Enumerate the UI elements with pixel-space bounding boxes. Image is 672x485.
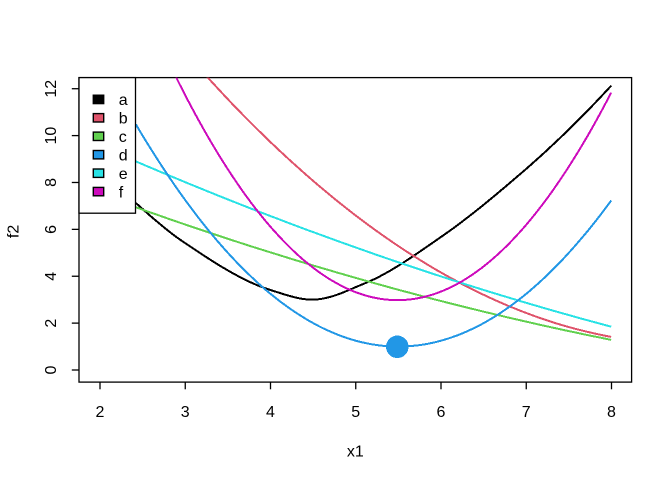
svg-text:b: b [119, 111, 128, 128]
svg-text:2: 2 [96, 404, 105, 421]
svg-text:10: 10 [43, 127, 60, 145]
svg-text:f: f [119, 184, 124, 201]
svg-text:5: 5 [351, 404, 360, 421]
svg-text:6: 6 [43, 225, 60, 234]
svg-text:f2: f2 [6, 225, 23, 238]
svg-text:8: 8 [607, 404, 616, 421]
svg-text:7: 7 [522, 404, 531, 421]
svg-text:d: d [119, 147, 128, 164]
svg-text:4: 4 [266, 404, 275, 421]
svg-text:3: 3 [181, 404, 190, 421]
svg-text:a: a [119, 92, 128, 109]
svg-text:0: 0 [43, 365, 60, 374]
svg-text:4: 4 [43, 272, 60, 281]
svg-text:c: c [119, 129, 127, 146]
svg-text:x1: x1 [347, 443, 364, 460]
svg-text:2: 2 [43, 319, 60, 328]
svg-text:6: 6 [437, 404, 446, 421]
svg-text:8: 8 [43, 178, 60, 187]
svg-text:12: 12 [43, 80, 60, 98]
svg-text:e: e [119, 166, 128, 183]
